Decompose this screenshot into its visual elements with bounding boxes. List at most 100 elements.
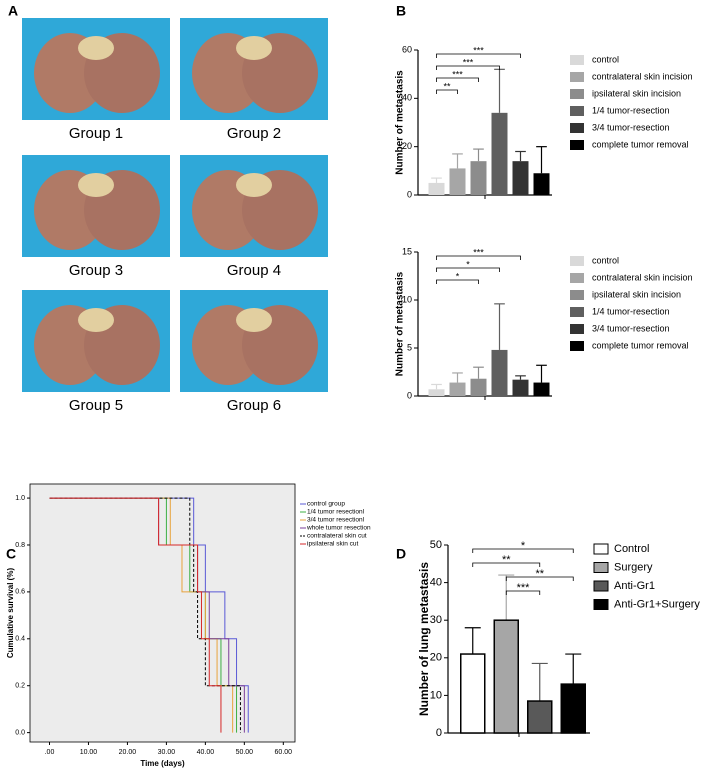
legend-label: 3/4 tumor resectionl [307, 517, 365, 524]
legend-label: Control [614, 543, 649, 555]
significance-bracket [436, 267, 500, 272]
significance-bracket [472, 562, 541, 567]
legend-swatch [570, 273, 584, 283]
bar [512, 161, 529, 195]
legend-swatch [570, 341, 584, 351]
legend-label: whole tumor resection [306, 525, 371, 532]
legend-label: Surgery [614, 561, 653, 573]
plot-area [29, 483, 296, 743]
legend-label: ipsilateral skin incision [592, 88, 681, 98]
legend-swatch [593, 543, 609, 555]
significance-bracket [505, 590, 541, 595]
panel-label: B [396, 3, 406, 19]
survival-curve [49, 497, 222, 733]
bar [449, 168, 466, 195]
significance-label: * [456, 271, 460, 281]
significance-bracket [436, 53, 521, 58]
legend-label: complete tumor removal [592, 340, 689, 350]
photo-caption: Group 3 [69, 262, 123, 279]
bar [533, 382, 550, 396]
significance-bracket [472, 548, 574, 553]
lung-center [78, 308, 114, 332]
legend-label: 1/4 tumor resectionl [307, 509, 365, 516]
y-axis-label: Number of lung metastasis [417, 562, 431, 716]
legend-label: 3/4 tumor-resection [592, 323, 670, 333]
lung-center [236, 308, 272, 332]
photo-caption: Group 5 [69, 397, 123, 414]
legend-swatch [593, 580, 609, 592]
y-axis-label: Cumulative survival (%) [6, 568, 15, 659]
panel-label: D [396, 546, 406, 562]
bar [560, 683, 586, 734]
bar [428, 182, 445, 195]
photo-caption: Group 6 [227, 397, 281, 414]
bar [512, 379, 529, 396]
y-tick-label: 1.0 [15, 495, 25, 502]
significance-label: ** [443, 81, 451, 91]
legend-label: contralateral skin incision [592, 272, 693, 282]
legend-swatch [570, 89, 584, 99]
x-tick-label: 20.00 [119, 749, 137, 756]
legend-swatch [570, 123, 584, 133]
y-tick-label: 40 [430, 577, 442, 589]
x-axis-label: Time (days) [140, 759, 185, 768]
bar [470, 161, 487, 195]
legend-label: ipsilateral skin cut [307, 541, 358, 548]
y-axis-label: Number of metastasis [395, 271, 406, 376]
legend-swatch [570, 106, 584, 116]
significance-bracket [436, 279, 479, 284]
significance-bracket [436, 77, 479, 82]
lung-center [78, 173, 114, 197]
legend-label: Anti-Gr1+Surgery [614, 598, 700, 610]
legend-label: 1/4 tumor-resection [592, 306, 670, 316]
legend-label: 3/4 tumor-resection [592, 122, 670, 132]
y-tick-label: 0.8 [15, 542, 25, 549]
significance-label: *** [517, 582, 531, 594]
y-tick-label: 20 [430, 652, 442, 664]
legend-swatch [570, 290, 584, 300]
legend-swatch [570, 307, 584, 317]
bar [460, 653, 486, 734]
y-tick-label: 40 [402, 93, 412, 103]
significance-label: ** [502, 554, 511, 566]
legend-swatch [593, 599, 609, 610]
legend-label: ipsilateral skin incision [592, 289, 681, 299]
panel-label: C [6, 546, 16, 562]
y-tick-label: 0.6 [15, 589, 25, 596]
y-tick-label: 15 [402, 246, 412, 256]
panel-label: A [8, 3, 18, 19]
lung-center [236, 173, 272, 197]
lung-center [78, 36, 114, 60]
y-tick-label: 10 [402, 294, 412, 304]
y-tick-label: 30 [430, 614, 442, 626]
y-tick-label: 0 [407, 189, 412, 199]
y-tick-label: 0.2 [15, 683, 25, 690]
significance-bracket [436, 89, 458, 94]
significance-bracket [436, 255, 521, 260]
legend-swatch [570, 140, 584, 150]
legend-swatch [570, 72, 584, 82]
photo-caption: Group 1 [69, 125, 123, 142]
y-tick-label: 0 [436, 727, 442, 739]
significance-label: *** [473, 247, 484, 257]
photo-caption: Group 2 [227, 125, 281, 142]
significance-label: *** [473, 45, 484, 55]
significance-label: *** [463, 57, 474, 67]
y-tick-label: 0.0 [15, 729, 25, 736]
legend-label: control [592, 54, 619, 64]
x-tick-label: 50.00 [236, 749, 254, 756]
x-tick-label: 40.00 [197, 749, 215, 756]
y-tick-label: 50 [430, 539, 442, 551]
legend-label: contralateral skin cut [307, 533, 367, 540]
legend-label: control group [307, 501, 345, 508]
x-tick-label: 10.00 [80, 749, 98, 756]
legend-label: complete tumor removal [592, 139, 689, 149]
y-tick-label: 5 [407, 342, 412, 352]
bar [533, 173, 550, 195]
significance-label: ** [535, 568, 544, 580]
significance-bracket [436, 65, 500, 70]
x-tick-label: .00 [45, 749, 55, 756]
x-tick-label: 60.00 [275, 749, 293, 756]
significance-label: *** [452, 69, 463, 79]
